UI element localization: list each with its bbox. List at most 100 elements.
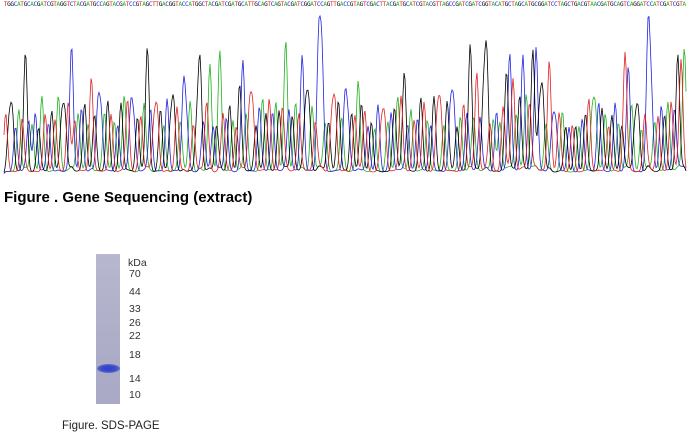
base-call-letter: A [274,1,278,8]
base-call-letter: G [228,1,232,8]
base-call-letter: C [165,1,169,8]
base-call-letter: G [485,1,489,8]
base-call-letter: T [623,1,627,8]
base-call-letter: C [202,1,206,8]
base-call-letter: A [208,1,212,8]
base-call-letter: G [159,1,163,8]
base-call-letter: C [659,1,663,8]
base-call-letter: G [531,1,535,8]
base-call-letter: G [620,1,624,8]
gel-figure-caption: Figure. SDS-PAGE [62,420,160,432]
base-call-letter: T [383,1,387,8]
trace-line-A [3,41,687,174]
marker-label-70: 70 [129,268,141,280]
base-call-letter: A [122,1,126,8]
base-call-letter: A [162,1,166,8]
marker-label-14: 14 [129,373,141,385]
base-call-letter: C [366,1,370,8]
base-call-letter: A [498,1,502,8]
base-call-letter: T [422,1,426,8]
base-call-letter: C [508,1,512,8]
base-call-letter: T [379,1,383,8]
base-call-letter: A [396,1,400,8]
base-call-letter: T [53,1,57,8]
base-call-letter: T [139,1,143,8]
base-call-letter: C [14,1,18,8]
base-call-letter: T [297,1,301,8]
base-call-letter: A [409,1,413,8]
base-call-letter: G [327,1,331,8]
base-call-letter: C [80,1,84,8]
base-call-letter: G [304,1,308,8]
base-call-letter: T [528,1,532,8]
base-call-letter: G [445,1,449,8]
base-call-letter: T [571,1,575,8]
base-call-letter: G [277,1,281,8]
base-call-letter: A [594,1,598,8]
base-call-letter: G [146,1,150,8]
base-call-letter: A [57,1,61,8]
base-call-letter: A [30,1,34,8]
base-call-letter: A [458,1,462,8]
base-call-letter: C [429,1,433,8]
base-call-letter: T [175,1,179,8]
base-call-letter: A [426,1,430,8]
base-call-letter: G [393,1,397,8]
base-call-letter: G [663,1,667,8]
base-call-letter: A [491,1,495,8]
base-call-letter: C [551,1,555,8]
base-call-letter: C [27,1,31,8]
base-call-letter: G [307,1,311,8]
base-call-letter: T [587,1,591,8]
base-call-letter: A [442,1,446,8]
base-call-letter: C [343,1,347,8]
base-call-letter: C [346,1,350,8]
marker-label-33: 33 [129,303,141,315]
trace-line-G [3,40,687,173]
marker-label-10: 10 [129,389,141,401]
base-call-letter: A [373,1,377,8]
base-call-letter: C [452,1,456,8]
base-call-letter: G [600,1,604,8]
base-call-letter: C [376,1,380,8]
base-call-letter: A [17,1,21,8]
base-call-letter: A [323,1,327,8]
base-call-letter: G [636,1,640,8]
base-call-letter: T [333,1,337,8]
base-call-letter: T [643,1,647,8]
base-call-letter: C [416,1,420,8]
base-call-letter: G [93,1,97,8]
base-call-letter: T [488,1,492,8]
base-call-letter: C [225,1,229,8]
base-call-letter: A [524,1,528,8]
base-call-letter: C [185,1,189,8]
base-call-letter: G [10,1,14,8]
base-call-letter: A [630,1,634,8]
base-call-letter: T [251,1,255,8]
base-call-letter: C [33,1,37,8]
base-call-letter: A [40,1,44,8]
trace-line-C [3,14,687,174]
base-call-letter: T [221,1,225,8]
base-call-letter: T [43,1,47,8]
base-call-letter: A [515,1,519,8]
base-call-letter: T [109,1,113,8]
base-call-letter: T [267,1,271,8]
base-call-letter: T [679,1,683,8]
base-call-letter: T [155,1,159,8]
base-call-letter: C [406,1,410,8]
base-call-letter: C [650,1,654,8]
base-call-letter: A [284,1,288,8]
base-call-letter: A [86,1,90,8]
base-call-letter: A [617,1,621,8]
base-call-letter: C [521,1,525,8]
base-call-letter: T [363,1,367,8]
base-call-letter: C [70,1,74,8]
base-call-letter: G [360,1,364,8]
base-call-letter: A [577,1,581,8]
base-call-letter: C [116,1,120,8]
base-call-letter: T [330,1,334,8]
base-call-letter: C [646,1,650,8]
base-call-letter: T [501,1,505,8]
